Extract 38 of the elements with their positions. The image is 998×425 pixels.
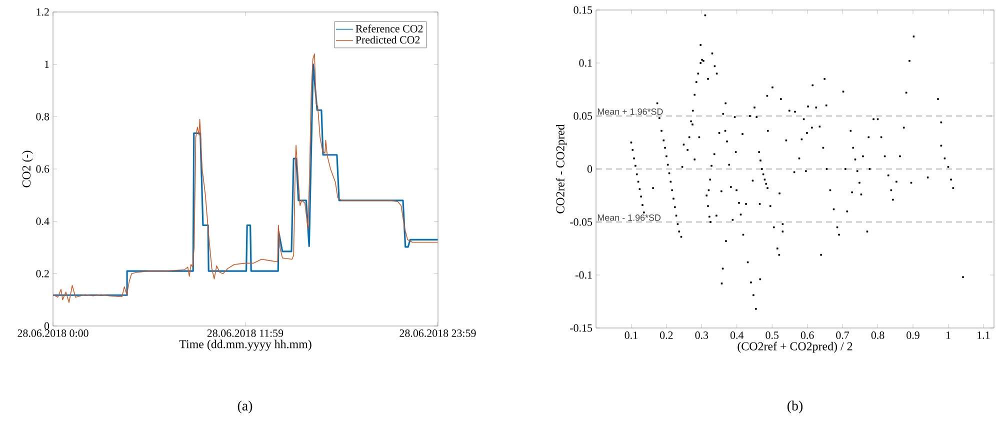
x-tick-label: 0.3 (695, 332, 708, 339)
x-axis-title: Time (dd.mm.yyyy hh.mm) (179, 340, 312, 351)
x-tick-label: 0.6 (800, 332, 814, 339)
x-tick-label: 0.7 (836, 332, 850, 339)
y-tick-label: 0.15 (574, 6, 592, 14)
x-tick-label: 28.06.2018 23:59 (400, 330, 476, 337)
x-tick-label: 0.1 (624, 332, 638, 339)
ref-line-label: Mean - 1.96*SD (598, 214, 661, 221)
legend-label: Predicted CO2 (356, 36, 420, 44)
x-tick-label: 0.2 (660, 332, 673, 339)
x-axis-title: (CO2ref + CO2pred) / 2 (738, 342, 852, 353)
legend-label: Reference CO2 (356, 24, 423, 32)
ref-line-label: Mean + 1.96*SD (598, 108, 663, 115)
y-tick-label: 0.4 (36, 218, 50, 226)
x-tick-label: 0.4 (730, 332, 744, 339)
y-axis-title: CO2ref - CO2pred (556, 124, 567, 214)
y-tick-label: 0.6 (36, 165, 50, 173)
y-tick-label: 0 (44, 322, 50, 330)
x-tick-label: 1.1 (978, 332, 990, 339)
y-tick-label: 1 (44, 60, 49, 68)
y-tick-label: 0.05 (574, 112, 592, 120)
y-tick-label: 0.2 (36, 270, 49, 278)
y-axis-title: CO2 (-) (22, 150, 33, 188)
y-tick-label: 0 (587, 165, 592, 173)
x-tick-label: 0.5 (766, 332, 779, 339)
y-tick-label: -0.1 (576, 271, 592, 279)
y-tick-label: 0.1 (579, 59, 592, 67)
y-tick-label: 1.2 (36, 8, 49, 16)
x-tick-label: 28.06.2018 0:00 (18, 330, 88, 337)
y-tick-label: 0.8 (36, 112, 50, 120)
x-tick-label: 0.9 (906, 332, 920, 339)
x-tick-label: 1 (946, 332, 950, 339)
y-tick-label: -0.15 (570, 324, 592, 332)
text: (a) (238, 400, 252, 414)
y-tick-label: -0.05 (570, 218, 592, 226)
x-tick-label: 28.06.2018 11:59 (207, 330, 284, 337)
text: (b) (787, 400, 803, 414)
x-tick-label: 0.8 (871, 332, 884, 339)
